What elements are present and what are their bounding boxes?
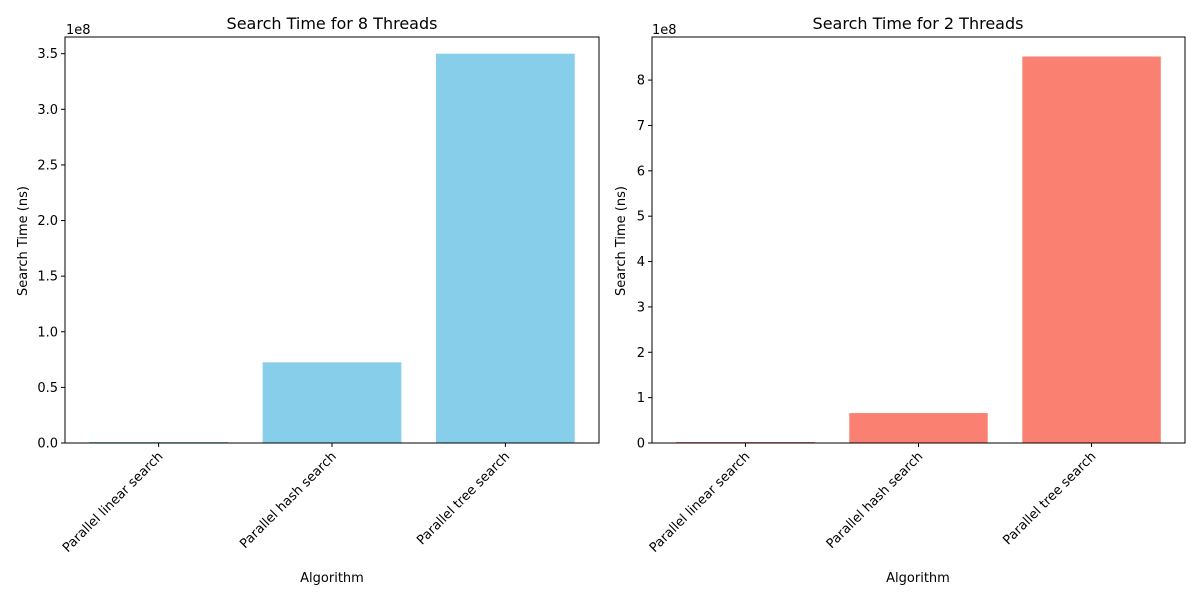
bar xyxy=(436,53,575,443)
chart-title: Search Time for 2 Threads xyxy=(813,14,1024,33)
x-axis-label: Algorithm xyxy=(300,571,364,586)
chart-title: Search Time for 8 Threads xyxy=(227,14,438,33)
y-tick-label: 6 xyxy=(637,164,645,179)
y-tick-label: 8 xyxy=(637,74,645,89)
y-axis-label: Search Time (ns) xyxy=(16,186,31,296)
y-tick-label: 2.5 xyxy=(37,158,58,173)
y-tick-label: 3.5 xyxy=(37,47,58,62)
y-tick-label: 2.0 xyxy=(37,214,58,229)
x-axis-label: Algorithm xyxy=(886,571,950,586)
bars-group xyxy=(89,53,575,443)
y-tick-label: 0 xyxy=(637,437,645,452)
y-ticks-group: 0.0 0.5 1.0 1.5 2.0 2.5 3.0 3.5 xyxy=(37,47,65,452)
bar xyxy=(262,362,402,443)
bar xyxy=(1022,56,1161,444)
y-offset-label: 1e8 xyxy=(652,23,677,38)
y-tick-label: 7 xyxy=(637,119,645,134)
y-tick-label: 0.5 xyxy=(37,381,58,396)
y-tick-label: 3 xyxy=(637,300,645,315)
y-tick-label: 2 xyxy=(637,346,645,361)
y-offset-label: 1e8 xyxy=(66,23,91,38)
y-tick-label: 5 xyxy=(637,210,645,225)
y-axis-label: Search Time (ns) xyxy=(614,186,629,296)
y-tick-label: 1 xyxy=(637,391,645,406)
plot-frame xyxy=(651,36,1186,444)
bars-group xyxy=(676,56,1161,444)
y-ticks-group: 0 1 2 3 4 5 6 7 8 xyxy=(637,74,652,452)
y-tick-label: 0.0 xyxy=(37,437,58,452)
y-tick-label: 4 xyxy=(637,255,645,270)
plot-frame xyxy=(64,36,600,444)
y-tick-label: 3.0 xyxy=(37,103,58,118)
y-tick-label: 1.5 xyxy=(37,270,58,285)
bar xyxy=(849,413,988,443)
y-tick-label: 1.0 xyxy=(37,325,58,340)
